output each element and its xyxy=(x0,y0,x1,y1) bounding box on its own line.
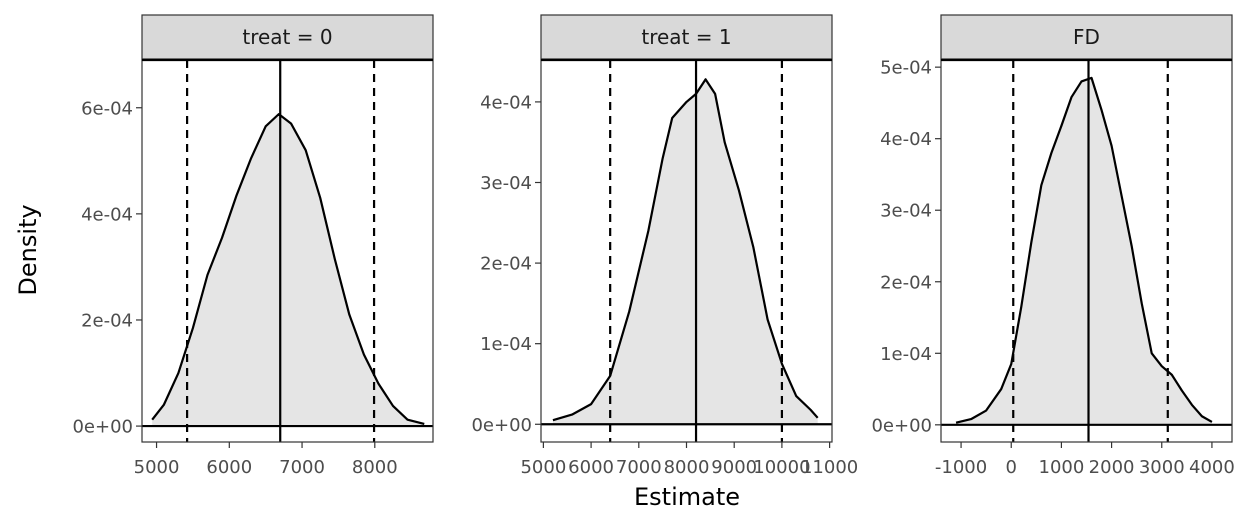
strip-label: treat = 1 xyxy=(641,25,731,49)
y-tick-label: 0e+00 xyxy=(471,415,532,436)
strip-background xyxy=(540,14,833,60)
x-tick-label: 9000 xyxy=(711,457,757,478)
facet-panel: treat = 0 0e+00 2e-04 4e-04 6e-04 5000 6000 700… xyxy=(72,14,434,478)
x-tick-label: 2000 xyxy=(1089,457,1135,478)
y-tick-label: 3e-04 xyxy=(480,173,532,194)
strip-label: FD xyxy=(1073,25,1100,49)
x-tick-label: 6000 xyxy=(206,457,252,478)
x-tick-label: 7000 xyxy=(279,457,325,478)
y-tick-label: 6e-04 xyxy=(81,98,133,119)
facet-panel: treat = 1 0e+00 1e-04 2e-04 3e-04 4e-04 5000 60… xyxy=(471,14,858,478)
y-tick-label: 1e-04 xyxy=(880,344,932,365)
strip-background xyxy=(141,14,434,60)
x-tick-label: 8000 xyxy=(664,457,710,478)
density-curve xyxy=(955,76,1213,424)
y-tick-label: 2e-04 xyxy=(480,254,532,275)
y-axis-title: Density xyxy=(14,204,42,295)
y-tick-label: 4e-04 xyxy=(81,204,133,225)
x-tick-label: 8000 xyxy=(352,457,398,478)
strip-label: treat = 0 xyxy=(242,25,332,49)
x-tick-label: 11000 xyxy=(801,457,858,478)
y-tick-label: 2e-04 xyxy=(81,310,133,331)
density-curve xyxy=(552,78,819,422)
x-tick-label: -1000 xyxy=(935,457,987,478)
y-tick-label: 2e-04 xyxy=(880,272,932,293)
density-curve xyxy=(151,113,425,426)
x-tick-label: 7000 xyxy=(616,457,662,478)
x-tick-label: 4000 xyxy=(1189,457,1235,478)
x-tick-label: 10000 xyxy=(753,457,810,478)
y-tick-label: 0e+00 xyxy=(72,417,133,438)
x-tick-label: 0 xyxy=(1006,457,1017,478)
y-tick-label: 0e+00 xyxy=(871,415,932,436)
y-tick-label: 3e-04 xyxy=(880,201,932,222)
facet-panel: FD 0e+00 1e-04 2e-04 3e-04 4e-04 5e-04 -1000 0 10… xyxy=(871,14,1235,478)
y-tick-label: 4e-04 xyxy=(480,92,532,113)
x-tick-label: 5000 xyxy=(520,457,566,478)
y-tick-label: 1e-04 xyxy=(480,334,532,355)
x-tick-label: 6000 xyxy=(568,457,614,478)
density-area xyxy=(552,79,818,425)
x-tick-label: 3000 xyxy=(1139,457,1185,478)
y-tick-label: 5e-04 xyxy=(880,58,932,79)
density-area xyxy=(152,114,425,427)
x-axis-title: Estimate xyxy=(634,483,740,511)
strip-background xyxy=(940,14,1233,60)
y-tick-label: 4e-04 xyxy=(880,129,932,150)
x-tick-label: 1000 xyxy=(1039,457,1085,478)
x-tick-label: 5000 xyxy=(134,457,180,478)
